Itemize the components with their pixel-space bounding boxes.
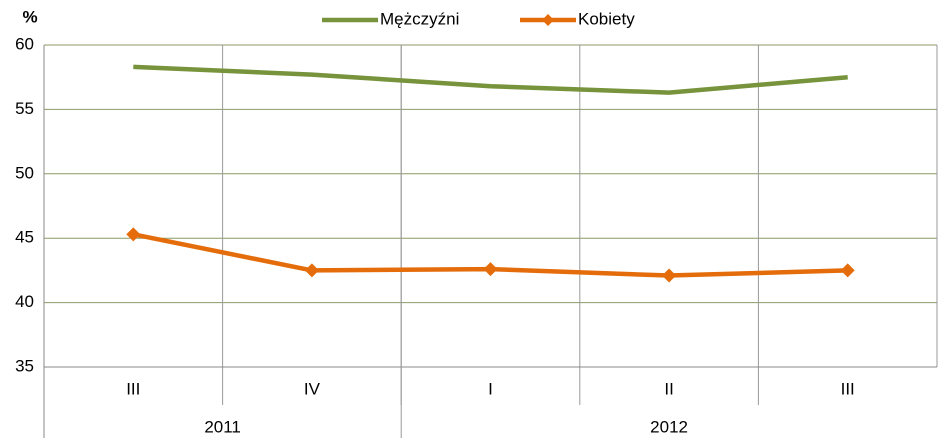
y-tick-label: 40 xyxy=(15,292,34,311)
y-axis-label: % xyxy=(22,7,37,26)
point-marker xyxy=(483,262,498,277)
legend-marker xyxy=(542,14,554,26)
y-tick-label: 45 xyxy=(15,228,34,247)
x-tick-label: II xyxy=(664,379,673,398)
x-tick-label: I xyxy=(488,379,493,398)
point-marker xyxy=(304,263,319,278)
point-marker xyxy=(840,263,855,278)
x-tick-label: III xyxy=(126,379,140,398)
point-marker xyxy=(126,227,141,242)
group-label: 2011 xyxy=(204,417,241,436)
legend-label: Mężczyźni xyxy=(380,9,459,28)
point-marker xyxy=(662,268,677,283)
x-tick-label: IV xyxy=(304,379,321,398)
series-line xyxy=(133,64,848,95)
group-label: 2012 xyxy=(650,417,688,436)
y-tick-label: 35 xyxy=(15,356,34,375)
y-tick-label: 50 xyxy=(15,163,34,182)
y-tick-label: 60 xyxy=(15,34,34,53)
x-tick-label: III xyxy=(841,379,855,398)
y-tick-label: 55 xyxy=(15,99,34,118)
legend-label: Kobiety xyxy=(578,9,635,28)
